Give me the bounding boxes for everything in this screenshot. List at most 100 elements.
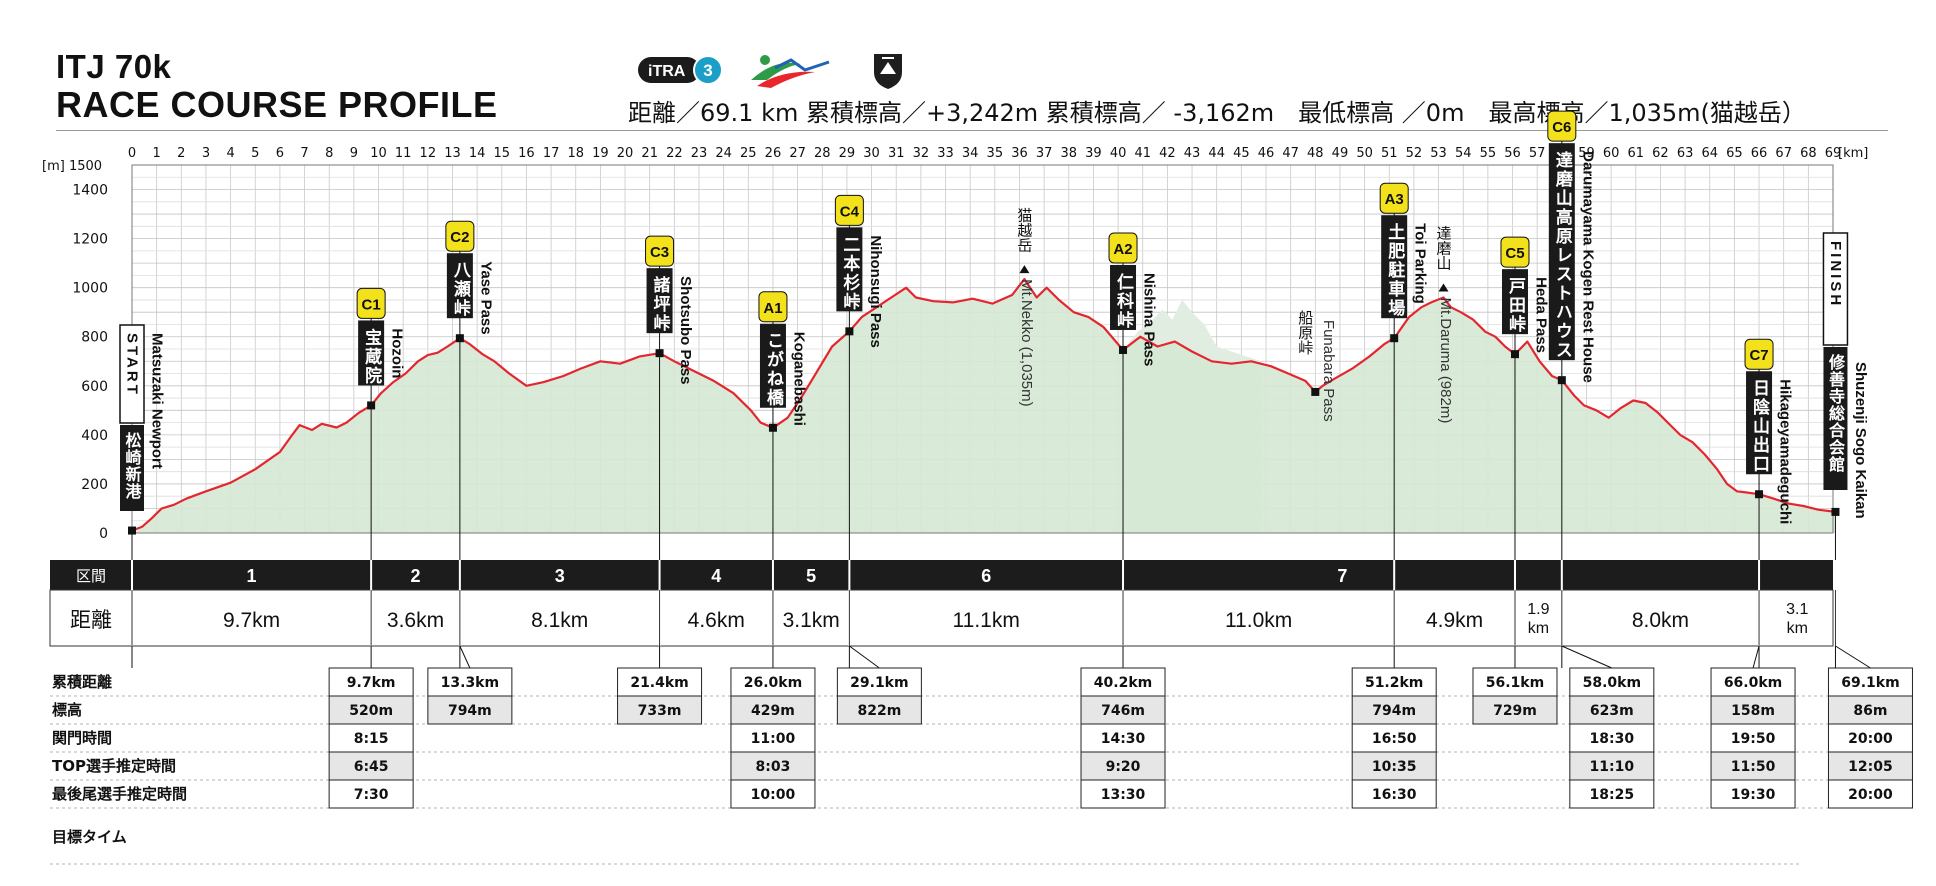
- x-tick-label: 41: [1134, 146, 1151, 161]
- x-tick-label: 50: [1356, 146, 1373, 161]
- table-cell-value: 520m: [349, 703, 393, 719]
- x-tick-label: 29: [839, 146, 856, 161]
- table-cell-value: 21.4km: [630, 675, 688, 691]
- checkpoint-name-jp: 日陰山出口: [1749, 379, 1769, 474]
- checkpoint-name-box: [1110, 264, 1137, 330]
- checkpoint-name-en: Yase Pass: [477, 261, 494, 334]
- x-tick-label: 8: [325, 146, 333, 161]
- section-distance: 9.7km: [223, 609, 280, 632]
- table-cell: [617, 695, 703, 725]
- table-cell: [836, 695, 922, 725]
- course-profile-title: RACE COURSE PROFILE: [56, 84, 498, 125]
- x-tick-label: 40: [1110, 146, 1127, 161]
- x-tick-label: 53: [1430, 146, 1447, 161]
- y-tick-label: 1000: [72, 281, 108, 297]
- table-cell: [1827, 667, 1913, 697]
- table-cell-value: 12:05: [1848, 759, 1893, 775]
- section-distance: 4.9km: [1426, 609, 1483, 632]
- section-number: 4: [711, 566, 721, 586]
- table-cell-value: 11:50: [1731, 759, 1776, 775]
- x-unit-label: [km]: [1838, 146, 1868, 161]
- checkpoint-name-jp: 仁科峠: [1113, 272, 1134, 330]
- x-tick-label: 65: [1726, 146, 1743, 161]
- table-cell-value: 7:30: [354, 787, 389, 803]
- table-cell-value: 13.3km: [441, 675, 499, 691]
- waypoint-finish: FINISH 修善寺総合会館 Shuzenji Sogo Kaikan: [1822, 232, 1869, 668]
- table-cell-value: 86m: [1853, 703, 1887, 719]
- table-column-leader: [1835, 645, 1871, 669]
- table-cell: [1080, 723, 1166, 753]
- section-distance: 3.1km: [783, 609, 840, 632]
- x-tick-label: 22: [666, 146, 683, 161]
- section-bar: 区間 1 2 3 4 5 6 7距離 9.7km 3.6km 8.1km 4.6km 3.1km 11.1…: [49, 560, 1837, 647]
- table-cell-value: 29.1km: [850, 675, 908, 691]
- x-tick-label: 30: [863, 146, 880, 161]
- table-cell: [1710, 751, 1796, 781]
- table-cell: [1710, 779, 1796, 809]
- x-tick-label: 9: [350, 146, 358, 161]
- x-tick-label: 43: [1184, 146, 1201, 161]
- x-tick-label: 62: [1652, 146, 1669, 161]
- checkpoint-code: A1: [763, 300, 782, 317]
- table-row-label: 累積距離: [52, 673, 112, 691]
- checkpoint-name-box: [1501, 269, 1528, 335]
- x-tick-label: 31: [888, 146, 905, 161]
- itra-points: 3: [703, 61, 712, 80]
- x-tick-label: 38: [1061, 146, 1078, 161]
- x-tick-label: 49: [1332, 146, 1349, 161]
- x-tick-label: 60: [1603, 146, 1620, 161]
- x-tick-label: 63: [1677, 146, 1694, 161]
- table-cell-value: 19:50: [1731, 731, 1776, 747]
- table-cell: [1472, 695, 1558, 725]
- peak-label: 達磨山 Mt.Daruma (982m): [1434, 225, 1454, 423]
- header-divider: [56, 130, 1888, 131]
- pass-marker: [1311, 387, 1320, 396]
- x-tick-label: 35: [987, 146, 1004, 161]
- x-tick-label: 66: [1751, 146, 1768, 161]
- table-cell: [1827, 751, 1913, 781]
- table-cell-value: 66.0km: [1724, 675, 1782, 691]
- x-tick-label: 61: [1628, 146, 1645, 161]
- table-cell: [1080, 667, 1166, 697]
- checkpoint-badge: [834, 194, 864, 226]
- x-tick-label: 4: [226, 146, 234, 161]
- table-column: 66.0km 158m 19:50 11:50 19:30: [1710, 645, 1796, 809]
- x-tick-label: 13: [444, 146, 461, 161]
- table-cell-value: 51.2km: [1365, 675, 1423, 691]
- checkpoint-name-box: [1548, 143, 1575, 361]
- peak-name-en: Mt.Daruma (982m): [1437, 297, 1454, 423]
- table-cell-value: 19:30: [1731, 787, 1776, 803]
- pass-name-jp: 船原峠: [1296, 310, 1314, 355]
- table-cell-value: 733m: [638, 703, 682, 719]
- table-cell: [1827, 695, 1913, 725]
- endpoint-name-box: [1823, 347, 1848, 490]
- section-distance: 1.9: [1527, 601, 1549, 618]
- checkpoint-name-jp: こがね橋: [763, 332, 784, 408]
- checkpoint-badge: [1744, 338, 1774, 370]
- table-cell-value: 729m: [1493, 703, 1537, 719]
- x-tick-label: 26: [765, 146, 782, 161]
- table-cell-value: 69.1km: [1841, 675, 1899, 691]
- goal-time-label: 目標タイム: [52, 828, 127, 846]
- waypoint-marker: [128, 526, 136, 535]
- checkpoint-name-box: [836, 227, 863, 312]
- checkpoint-name-en: Hikageyamadeguchi: [1777, 379, 1794, 524]
- table-row-label: 最後尾選手推定時間: [52, 785, 187, 803]
- table-cell: [1351, 751, 1437, 781]
- table-cell-value: 6:45: [354, 759, 389, 775]
- x-tick-label: 34: [962, 146, 979, 161]
- table-cell: [1569, 695, 1655, 725]
- x-tick-label: 18: [567, 146, 584, 161]
- table-cell: [427, 667, 513, 697]
- checkpoint-badge: [1500, 236, 1530, 268]
- x-tick-label: 64: [1701, 146, 1718, 161]
- table-cell: [1351, 779, 1437, 809]
- y-tick-label: 200: [81, 477, 108, 493]
- checkpoint-code: C6: [1552, 119, 1571, 136]
- waypoint-c1: C1 宝蔵院 Hozoin: [356, 287, 406, 668]
- x-tick-label: 59: [1578, 146, 1595, 161]
- checkpoint-code: C4: [840, 203, 860, 220]
- table-column: 69.1km 86m 20:00 12:05 20:00: [1827, 645, 1913, 809]
- checkpoint-name-box: [446, 253, 473, 319]
